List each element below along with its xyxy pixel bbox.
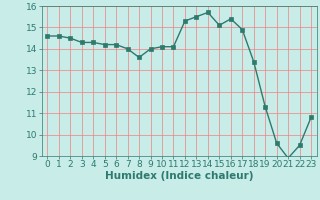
X-axis label: Humidex (Indice chaleur): Humidex (Indice chaleur) [105,171,253,181]
